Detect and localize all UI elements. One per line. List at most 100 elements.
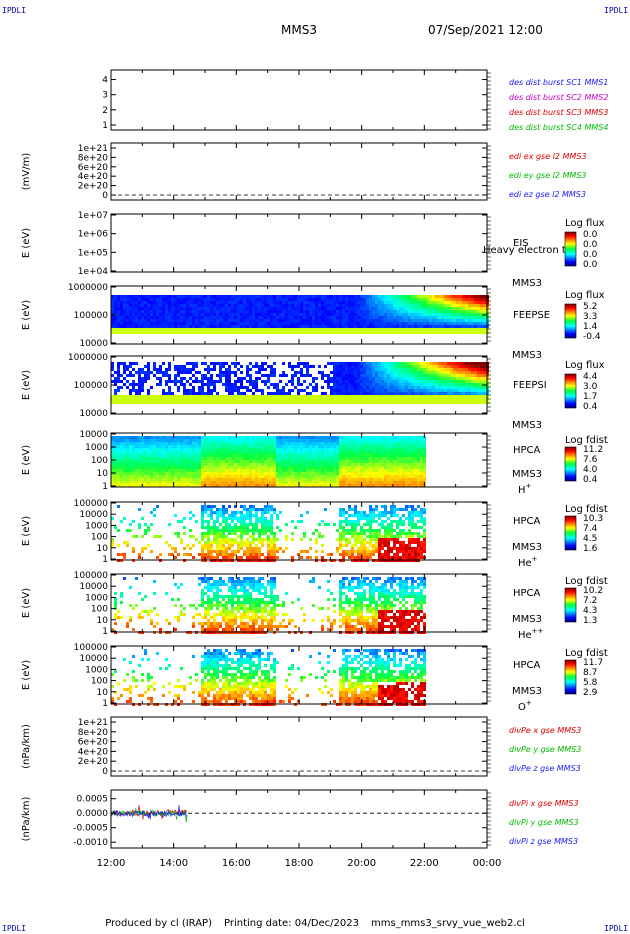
- spacecraft-label-hpca_h: MMS3: [512, 469, 542, 480]
- cbar-tick-feepsi: 3.0: [583, 382, 598, 392]
- cbar-tick-hpca_hepp: 7.2: [583, 596, 597, 606]
- cbar-title-feepsi: Log flux: [565, 360, 605, 371]
- ytick-label-hpca_o: 1: [102, 699, 108, 709]
- ytick-label-hpca_o: 1000: [85, 665, 108, 675]
- ytick-label-hpca_he: 10: [97, 544, 109, 554]
- ytick-label-hpca_h: 100: [91, 456, 108, 466]
- frame-divpe: [110, 716, 488, 777]
- spacecraft-label-hpca_o: MMS3: [512, 686, 542, 697]
- ytick-label-burst: 3: [102, 91, 108, 101]
- ylabel-divpi: (nPa/km): [21, 797, 32, 842]
- ytick-label-eis: 1e+07: [78, 211, 108, 221]
- ytick-label-feepse: 10000: [79, 339, 108, 349]
- instrument-label-feepsi: FEEPSI: [513, 380, 547, 391]
- ytick-label-hpca_he: 1: [102, 555, 108, 565]
- heatmap-hpca_he: [111, 505, 426, 562]
- corner-label-left: IPDLI: [2, 6, 27, 15]
- panel-divpi: -0.0010 -0.0005 0.0000 0.0005 (nPa/km) divPi …: [21, 789, 579, 849]
- legend-entry-edi: edi ey gse l2 MMS3: [509, 171, 587, 180]
- cbar-title-hpca_h: Log fdist: [565, 435, 608, 446]
- cbar-tick-eis: 0.0: [583, 260, 598, 270]
- corner-label-bottom-right: IPDLI: [604, 924, 629, 933]
- footer-produced-by: Produced by cl (IRAP): [105, 918, 212, 929]
- legend-entry-divpi: divPi z gse MMS3: [509, 837, 578, 846]
- ytick-label-feepsi: 10000: [79, 409, 108, 419]
- cbar-tick-hpca_hepp: 10.2: [583, 586, 603, 596]
- cbar-tick-hpca_he: 7.4: [583, 524, 598, 534]
- spacecraft-label-hpca_he: MMS3: [512, 542, 542, 553]
- cbar-tick-feepse: -0.4: [583, 332, 601, 342]
- ytick-label-hpca_he: 100: [91, 533, 108, 543]
- legend-entry-divpi: divPi y gse MMS3: [509, 818, 579, 827]
- page-datetime: 07/Sep/2021 12:00: [428, 23, 543, 37]
- cbar-tick-hpca_o: 2.9: [583, 688, 598, 698]
- cbar-tick-eis: 0.0: [583, 230, 598, 240]
- cbar-tick-hpca_he: 10.3: [583, 514, 603, 524]
- species-label-hpca_hepp: He++: [518, 627, 544, 641]
- spacecraft-label-feepse: MMS3: [512, 350, 542, 361]
- frame-divpi: [110, 789, 488, 849]
- cbar-title-eis: Log flux: [565, 218, 605, 229]
- ytick-label-divpe: 1e+21: [78, 718, 108, 728]
- ytick-label-divpe: 8e+20: [78, 728, 109, 738]
- cbar-tick-hpca_o: 11.7: [583, 658, 603, 668]
- cbar-tick-eis: 0.0: [583, 250, 598, 260]
- xtick-label: 16:00: [222, 858, 251, 869]
- ytick-label-edi: 8e+20: [78, 153, 109, 163]
- cbar-tick-hpca_h: 7.6: [583, 455, 598, 465]
- cbar-tick-feepse: 5.2: [583, 302, 597, 312]
- legend-entry-burst: des dist burst SC4 MMS4: [509, 123, 608, 132]
- ytick-label-edi: 0: [102, 191, 108, 201]
- frame-eis: [110, 213, 488, 273]
- ytick-label-feepsi: 100000: [74, 381, 109, 391]
- ytick-label-divpi: -0.0010: [73, 838, 108, 848]
- instrument-label-feepse: FEEPSE: [513, 310, 550, 321]
- xtick-label: 12:00: [97, 858, 126, 869]
- ytick-label-burst: 1: [102, 121, 108, 131]
- panel-hpca_h: 1 10 100 1000 10000 E (eV) HPCA MMS3 H+ Log fdist…: [21, 430, 608, 496]
- footer-filename: mms_mms3_srvy_vue_web2.cl: [371, 918, 525, 929]
- ytick-label-divpi: 0.0000: [77, 809, 109, 819]
- cbar-title-hpca_he: Log fdist: [565, 504, 608, 515]
- ytick-label-edi: 4e+20: [78, 172, 109, 182]
- ylabel-feepsi: E (eV): [21, 370, 32, 400]
- frame-burst: [110, 69, 488, 131]
- legend-entry-divpe: divPe x gse MMS3: [509, 726, 581, 735]
- heatmap-feepse: [111, 295, 489, 334]
- colorbar-hpca_he: [564, 515, 577, 551]
- xtick-label: 14:00: [159, 858, 188, 869]
- ytick-label-edi: 1e+21: [78, 144, 108, 154]
- ytick-label-feepsi: 1000000: [68, 353, 108, 363]
- legend-entry-edi: edi ex gse l2 MMS3: [509, 152, 587, 161]
- page-title: MMS3: [281, 23, 317, 37]
- ytick-label-hpca_o: 10: [97, 688, 109, 698]
- instrument-label-hpca_hepp: HPCA: [513, 588, 541, 599]
- ytick-label-hpca_o: 100: [91, 677, 108, 687]
- frame-hpca_he: [110, 501, 488, 561]
- cbar-tick-hpca_o: 5.8: [583, 678, 598, 688]
- ytick-label-hpca_hepp: 100000: [74, 571, 109, 581]
- ytick-label-hpca_o: 100000: [74, 643, 109, 653]
- frame-edi: [110, 142, 488, 201]
- cbar-tick-hpca_h: 4.0: [583, 465, 598, 475]
- colorbar-hpca_h: [564, 446, 577, 482]
- ylabel-divpe: (nPa/km): [21, 724, 32, 769]
- colorbar-hpca_o: [564, 659, 577, 695]
- ytick-label-divpe: 6e+20: [78, 738, 109, 748]
- ytick-label-hpca_hepp: 10: [97, 616, 109, 626]
- cbar-title-feepse: Log flux: [565, 290, 605, 301]
- cbar-tick-feepsi: 0.4: [583, 402, 598, 412]
- ytick-label-hpca_h: 1000: [85, 443, 108, 453]
- species-label-hpca_he: He+: [518, 555, 538, 569]
- cbar-tick-hpca_he: 4.5: [583, 534, 597, 544]
- ylabel-hpca_he: E (eV): [21, 516, 32, 546]
- heatmap-feepsi: [111, 362, 489, 404]
- ylabel-hpca_o: E (eV): [21, 660, 32, 690]
- instrument-label-hpca_he: HPCA: [513, 516, 541, 527]
- cbar-title-hpca_hepp: Log fdist: [565, 576, 608, 587]
- cbar-tick-hpca_o: 8.7: [583, 668, 597, 678]
